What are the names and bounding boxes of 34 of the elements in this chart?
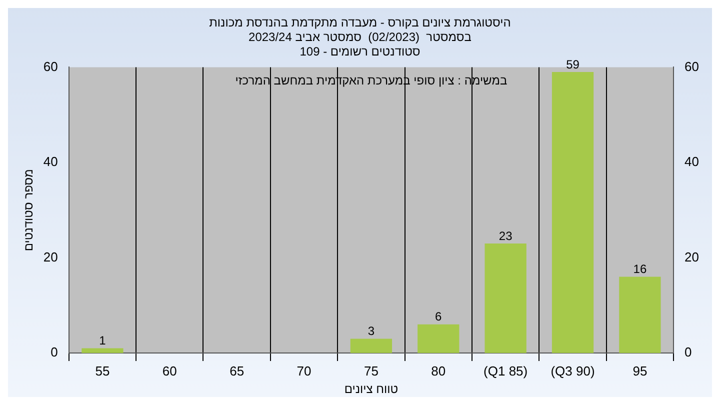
text: בסמסטר (02/2023) סמסטר אביב 2023/24	[248, 30, 472, 44]
y-tick-label: 40	[43, 154, 58, 170]
text: סטודנטים רשומים - 109	[300, 44, 420, 58]
x-tick-label: (Q3 90)	[550, 363, 595, 378]
x-tick-label: 95	[632, 363, 648, 378]
x-tick-label: (Q1 85)	[484, 363, 528, 378]
y2-tick-label: 40	[684, 154, 700, 170]
bar	[552, 72, 594, 353]
x-tick-label: 60	[162, 363, 177, 378]
y2-tick-label: 20	[684, 249, 700, 264]
x-tick-label: 75	[364, 363, 378, 378]
y2-tick-label: 60	[684, 58, 700, 74]
y-tick-label: 60	[43, 58, 58, 74]
bar	[82, 348, 124, 353]
x-tick-label: 65	[230, 363, 244, 378]
y-axis-title: מספר סטודנטים	[22, 169, 36, 252]
bar	[484, 243, 526, 353]
bar	[350, 338, 392, 353]
y-tick-label: 20	[43, 249, 58, 264]
x-axis-title: טווח ציונים	[344, 382, 398, 396]
x-tick-label: 70	[296, 363, 312, 378]
data-label: 1	[99, 334, 106, 348]
data-label: 59	[566, 57, 580, 72]
data-label: 23	[498, 228, 513, 243]
data-label: 16	[633, 262, 647, 276]
data-label: 6	[435, 310, 442, 324]
x-tick-label: 80	[431, 363, 446, 378]
data-label: 3	[368, 324, 375, 338]
y-tick-label: 0	[50, 344, 58, 360]
x-tick-label: 55	[95, 363, 110, 378]
y2-tick-label: 0	[684, 344, 692, 360]
bar	[619, 276, 661, 353]
bar	[418, 324, 460, 353]
text: היסטוגרמת ציונים בקורס - מעבדה מתקדמת בהנדסת מכונות	[209, 16, 511, 30]
